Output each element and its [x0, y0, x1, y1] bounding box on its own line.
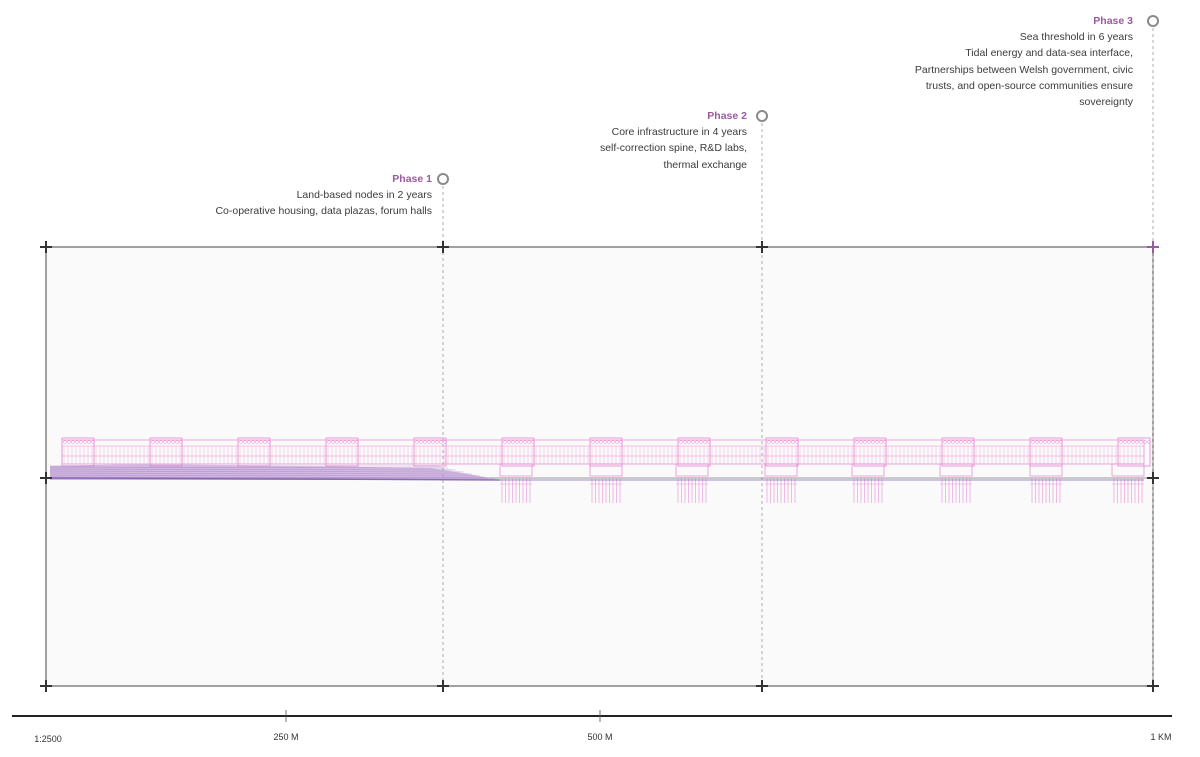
scale-500m-label: 500 M [587, 732, 613, 742]
cross-marker-icon [40, 241, 52, 253]
phase-3-line-3: Partnerships between Welsh government, c… [914, 63, 1133, 76]
phase-2-line-2: self-correction spine, R&D labs, [599, 142, 747, 155]
settlement-section-drawing [49, 437, 1151, 503]
phase-1-marker-icon [437, 173, 449, 185]
phase-2-title: Phase 2 [707, 110, 747, 122]
phase-3-line-4: trusts, and open-source communities ensu… [925, 79, 1133, 92]
phase-3-line-1: Sea threshold in 6 years [1019, 31, 1133, 44]
cross-marker-icon [756, 241, 768, 253]
scale-1km-label: 1 KM [1150, 732, 1172, 742]
cross-marker-icon [1147, 241, 1159, 253]
module-band [61, 437, 1151, 467]
cross-marker-icon [40, 472, 52, 484]
land-terrain [49, 464, 501, 481]
phase-2-marker-icon [756, 110, 768, 122]
phase-3-title: Phase 3 [1093, 15, 1133, 27]
phase-3-annotation: Phase 3 Sea threshold in 6 years Tidal e… [915, 13, 1133, 110]
scale-ratio-label: 1:2500 [34, 734, 62, 744]
scale-250m-label: 250 M [273, 732, 299, 742]
phase-2-line-3: thermal exchange [663, 158, 747, 171]
offshore-piers [499, 463, 1145, 503]
phase-2-line-1: Core infrastructure in 4 years [611, 126, 747, 139]
cross-marker-icon [1147, 472, 1159, 484]
cross-marker-icon [1147, 680, 1159, 692]
phase-2-annotation: Phase 2 Core infrastructure in 4 years s… [600, 108, 747, 173]
phase-3-marker-icon [1147, 15, 1159, 27]
cross-marker-icon [437, 680, 449, 692]
grid-cross-markers [40, 241, 1159, 692]
phase-1-line-2: Co-operative housing, data plazas, forum… [215, 205, 432, 218]
phase-1-annotation: Phase 1 Land-based nodes in 2 years Co-o… [215, 171, 432, 220]
phase-1-line-1: Land-based nodes in 2 years [296, 189, 432, 202]
cross-marker-icon [437, 241, 449, 253]
phase-3-line-2: Tidal energy and data-sea interface, [965, 47, 1133, 60]
cross-marker-icon [40, 680, 52, 692]
phase-1-title: Phase 1 [392, 173, 432, 185]
cross-marker-icon [756, 680, 768, 692]
phase-3-line-5: sovereignty [1079, 96, 1133, 109]
